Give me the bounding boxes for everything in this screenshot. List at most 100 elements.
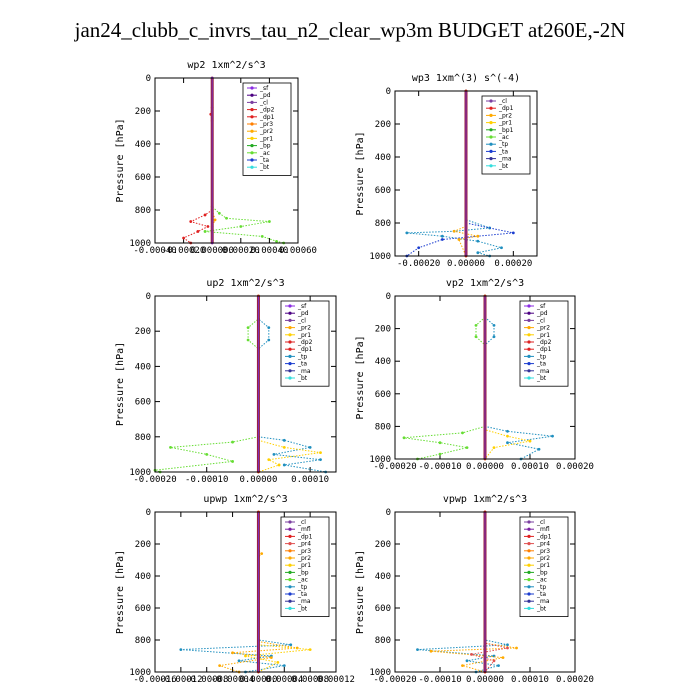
legend-marker xyxy=(527,311,531,315)
legend-label: _ta xyxy=(498,148,508,155)
y-tick-label: 400 xyxy=(375,153,391,163)
x-tick-label: 0.00010 xyxy=(511,462,549,472)
legend-marker xyxy=(288,376,292,380)
y-tick-label: 1000 xyxy=(129,468,151,478)
legend-label: _ta xyxy=(536,591,546,598)
legend-label: _cl xyxy=(259,99,268,106)
legend-label: _pr2 xyxy=(536,555,550,562)
series-point xyxy=(231,651,234,655)
y-tick-label: 800 xyxy=(375,219,391,229)
x-tick-label: 0.00000 xyxy=(466,675,504,685)
series-point xyxy=(429,649,433,653)
legend-label: _bt xyxy=(259,164,270,171)
legend-label: _pr3 xyxy=(297,548,311,555)
y-tick-label: 600 xyxy=(135,604,151,614)
y-tick-label: 200 xyxy=(375,120,391,130)
series-point xyxy=(405,231,409,235)
legend-marker xyxy=(288,333,292,337)
legend-label: _bp xyxy=(297,569,309,576)
series-point xyxy=(438,452,442,456)
legend-label: _ta xyxy=(536,361,546,368)
series-point xyxy=(276,661,280,664)
chart-panel-1: wp2 1xm^2/s^3 Pressure [hPa] 0 200 400 600 800… xyxy=(115,60,317,256)
legend-label: _pr2 xyxy=(536,325,550,332)
legend-label: _ma xyxy=(498,156,512,163)
series-point xyxy=(506,646,509,650)
legend-label: _bt xyxy=(297,605,308,612)
y-tick-label: 0 xyxy=(386,87,391,97)
series-point xyxy=(515,646,518,650)
legend-marker xyxy=(250,93,254,97)
legend-marker xyxy=(527,340,531,344)
series-point xyxy=(231,460,234,463)
y-tick-label: 600 xyxy=(375,604,391,614)
y-tick-label: 600 xyxy=(135,173,151,183)
legend-marker xyxy=(527,326,531,330)
y-axis-label: Pressure [hPa] xyxy=(115,118,126,202)
legend-label: _ma xyxy=(536,368,550,375)
y-tick-label: 200 xyxy=(375,540,391,550)
series-point xyxy=(528,439,532,443)
legend-marker xyxy=(527,520,531,524)
series-point xyxy=(438,441,442,445)
legend-label: _ta xyxy=(297,361,307,368)
series-point xyxy=(244,654,247,658)
x-tick-label: -0.00004 xyxy=(211,675,254,685)
legend-label: _cl xyxy=(536,519,545,526)
y-tick-label: 600 xyxy=(375,186,391,196)
legend-label: _pr1 xyxy=(536,562,550,569)
series-point xyxy=(237,659,241,663)
legend-label: _ac xyxy=(259,150,270,157)
x-tick-label: -0.00016 xyxy=(133,675,176,685)
legend-label: _mfl xyxy=(536,526,550,533)
x-tick-label: -0.00020 xyxy=(373,675,416,685)
y-axis-label: Pressure [hPa] xyxy=(355,550,366,634)
legend-marker xyxy=(527,362,531,366)
x-tick-label: -0.00040 xyxy=(133,246,176,256)
series-point xyxy=(308,648,312,651)
x-tick-label: 0.00000 xyxy=(447,259,485,269)
series-point xyxy=(476,251,480,255)
y-axis-label: Pressure [hPa] xyxy=(355,335,366,419)
y-tick-label: 0 xyxy=(146,74,151,84)
panel-title: upwp 1xm^2/s^3 xyxy=(203,494,287,505)
y-tick-label: 800 xyxy=(375,422,391,432)
legend-label: _bt xyxy=(297,375,308,382)
legend-marker xyxy=(489,149,493,153)
legend-label: _dp2 xyxy=(536,339,552,346)
y-tick-label: 400 xyxy=(375,572,391,582)
series-point xyxy=(282,664,286,667)
series-point xyxy=(500,246,503,250)
legend-label: _pr1 xyxy=(498,120,512,127)
x-tick-label: -0.00020 xyxy=(162,246,205,256)
legend-label: _pr1 xyxy=(259,135,273,142)
series-point xyxy=(417,246,421,250)
legend-marker xyxy=(288,304,292,308)
legend: _cl_mfl_dp1_pr4_pr3_pr2_pr1_bp_ac_tp_ta_… xyxy=(519,516,569,617)
series-point xyxy=(537,447,541,451)
y-tick-label: 200 xyxy=(135,540,151,550)
y-tick-label: 200 xyxy=(135,327,151,337)
legend-label: _pr2 xyxy=(297,325,311,332)
legend-marker xyxy=(489,128,493,132)
legend-label: _ma xyxy=(297,368,311,375)
series-point xyxy=(269,656,273,659)
legend-label: _ta xyxy=(297,591,307,598)
legend-marker xyxy=(250,144,254,148)
legend-marker xyxy=(288,326,292,330)
series-point xyxy=(402,436,406,440)
y-tick-label: 400 xyxy=(135,572,151,582)
legend-marker xyxy=(527,354,531,358)
legend-marker xyxy=(527,527,531,531)
x-tick-label: 0.00000 xyxy=(239,675,277,685)
x-tick-label: -0.00012 xyxy=(159,675,202,685)
legend-marker xyxy=(288,534,292,539)
y-tick-label: 400 xyxy=(135,140,151,150)
series-point xyxy=(452,229,456,233)
y-tick-label: 1000 xyxy=(369,455,391,465)
series-point xyxy=(189,220,193,223)
x-tick-label: 0.00020 xyxy=(494,259,532,269)
series-point xyxy=(260,552,264,555)
x-tick-label: 0.00012 xyxy=(317,675,355,685)
series-point xyxy=(476,234,480,238)
